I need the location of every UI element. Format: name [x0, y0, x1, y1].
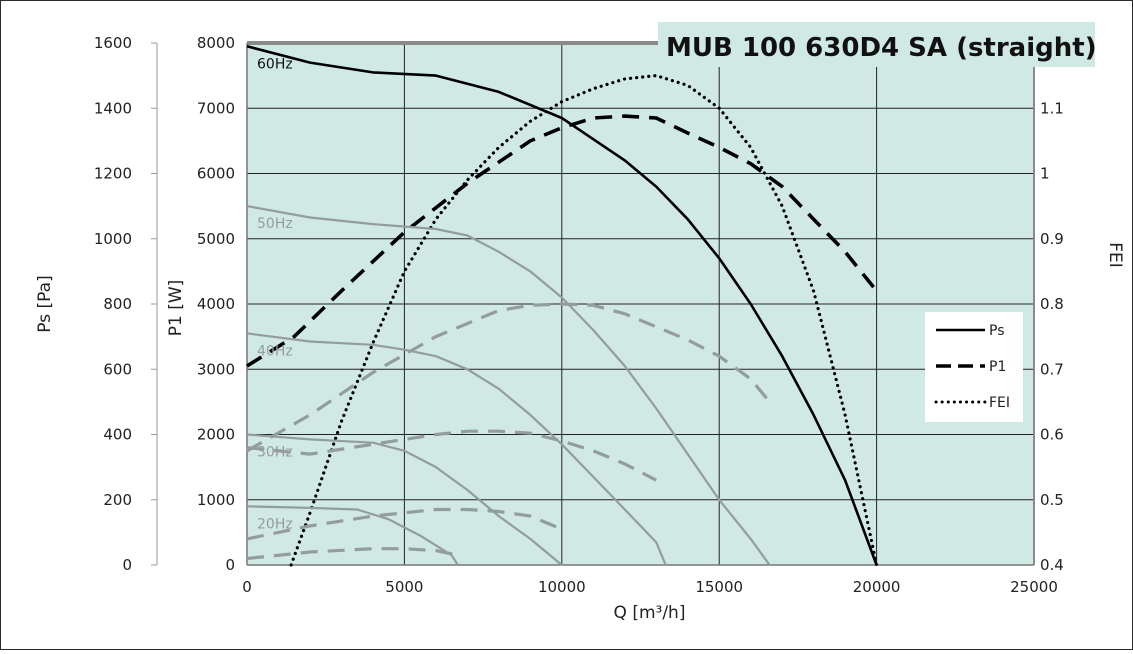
fei-tick-label: 0.8: [1040, 295, 1064, 313]
speed-labels: 60Hz 50Hz 40Hz 30Hz 20Hz: [257, 56, 293, 532]
series-p1-30hz: [246, 507, 563, 541]
series-lines: [246, 45, 879, 567]
chart-title-group: MUB 100 630D4 SA (straight): [658, 22, 1097, 67]
p1-tick-label: 7000: [197, 99, 235, 117]
axes: 0 5000 10000 15000 20000 25000020040060080010…: [35, 34, 1125, 623]
series-p1-60hz: [246, 114, 879, 368]
series-ps-50hz: [246, 205, 771, 566]
speed-label: 60Hz: [257, 56, 293, 72]
ps-tick-label: 1200: [94, 165, 132, 183]
fei-tick-label: 0.9: [1040, 230, 1064, 248]
grid-lines: [247, 41, 1035, 565]
ps-tick-label: 1000: [94, 230, 132, 248]
p1-tick-label: 2000: [197, 426, 235, 444]
legend-label: P1: [989, 359, 1006, 375]
ps-tick-label: 600: [103, 360, 132, 378]
p1-axis-title: P1 [W]: [166, 280, 186, 337]
fei-tick-label: 1.1: [1040, 99, 1064, 117]
speed-label: 20Hz: [257, 516, 293, 532]
series-p1-20hz: [246, 547, 459, 561]
x-tick-label: 25000: [1010, 578, 1058, 596]
speed-label: 50Hz: [257, 216, 293, 232]
fei-tick-label: 0.6: [1040, 426, 1064, 444]
legend-label: Ps: [989, 323, 1005, 339]
fei-tick-label: 0.7: [1040, 360, 1064, 378]
x-tick-label: 15000: [695, 578, 743, 596]
x-tick-label: 0: [242, 578, 252, 596]
ps-tick-label: 400: [103, 426, 132, 444]
chart-title: MUB 100 630D4 SA (straight): [666, 33, 1097, 63]
ps-tick-label: 1600: [94, 34, 132, 52]
series-ps-60hz: [246, 45, 878, 566]
x-tick-label: 5000: [385, 578, 423, 596]
ps-axis-title: Ps [Pa]: [35, 275, 55, 332]
x-tick-label: 20000: [853, 578, 901, 596]
p1-tick-label: 1000: [197, 491, 235, 509]
legend: Ps P1 FEI: [925, 312, 1023, 422]
series-fei-60hz: [289, 73, 879, 567]
p1-tick-label: 0: [225, 556, 235, 574]
p1-tick-label: 6000: [197, 165, 235, 183]
chart-title-background: [658, 22, 1095, 67]
speed-label: 40Hz: [257, 343, 293, 359]
x-tick-label: 10000: [538, 578, 586, 596]
legend-label: FEI: [989, 395, 1010, 411]
fei-tick-label: 0.5: [1040, 491, 1064, 509]
speed-label: 30Hz: [257, 445, 293, 461]
series-ps-40hz: [246, 332, 667, 566]
ps-tick-label: 1400: [94, 99, 132, 117]
series-p1-50hz: [246, 302, 771, 453]
series-ps-30hz: [246, 433, 563, 566]
fei-axis-title: FEI: [1105, 242, 1125, 268]
p1-tick-label: 3000: [197, 360, 235, 378]
ps-tick-label: 0: [122, 556, 132, 574]
x-axis-title: Q [m³/h]: [614, 603, 686, 623]
series-p1-40hz: [246, 429, 657, 482]
fei-tick-label: 1: [1040, 165, 1050, 183]
ps-tick-label: 800: [103, 295, 132, 313]
p1-tick-label: 8000: [197, 34, 235, 52]
p1-tick-label: 4000: [197, 295, 235, 313]
fei-tick-label: 0.4: [1040, 556, 1064, 574]
p1-tick-label: 5000: [197, 230, 235, 248]
ps-tick-label: 200: [103, 491, 132, 509]
